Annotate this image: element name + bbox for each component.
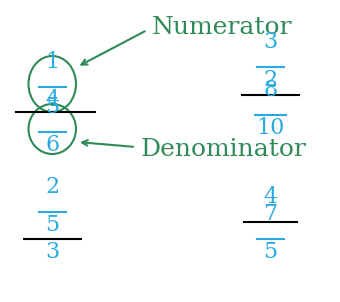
Text: 5: 5 xyxy=(264,241,278,263)
Text: 8: 8 xyxy=(264,79,278,101)
Text: 1: 1 xyxy=(45,51,59,73)
Text: 2: 2 xyxy=(264,69,278,91)
Text: 5: 5 xyxy=(45,96,59,118)
Text: 3: 3 xyxy=(264,31,278,53)
Text: 7: 7 xyxy=(264,203,278,225)
Text: Denominator: Denominator xyxy=(140,137,306,160)
Text: 10: 10 xyxy=(256,117,285,139)
Text: Numerator: Numerator xyxy=(152,17,292,40)
Text: 2: 2 xyxy=(45,176,59,198)
Text: 5: 5 xyxy=(45,214,59,236)
Text: 6: 6 xyxy=(45,134,59,156)
Text: 4: 4 xyxy=(45,89,59,111)
Text: 3: 3 xyxy=(45,241,59,263)
Text: 4: 4 xyxy=(264,186,278,208)
